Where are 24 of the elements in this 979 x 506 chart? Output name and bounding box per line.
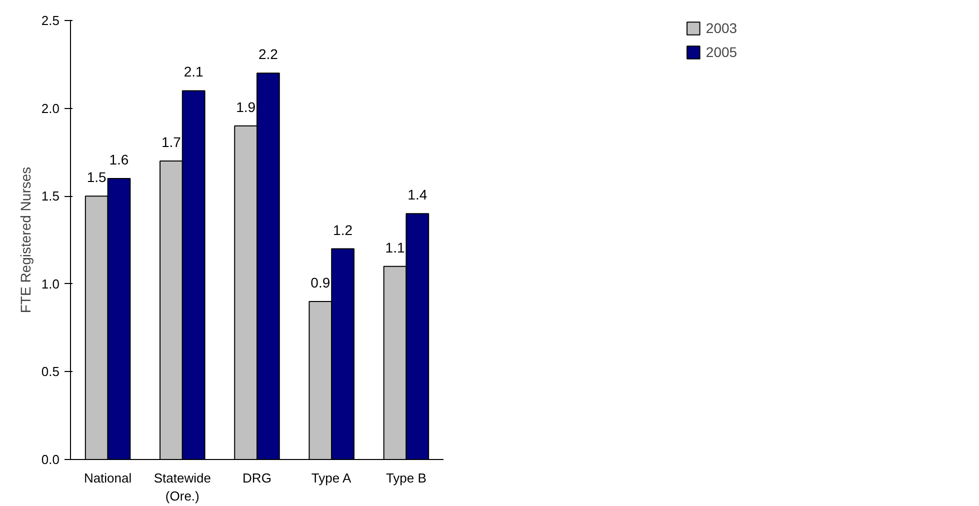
y-tick-label: 1.5	[41, 188, 60, 204]
data-label: 1.5	[86, 169, 107, 186]
text: 0.0	[41, 452, 60, 467]
legend-label: 2003	[706, 20, 738, 36]
data-label: 1.9	[236, 98, 256, 115]
legend-label: 2005	[706, 44, 738, 60]
data-label: 2.2	[258, 46, 278, 62]
data-label: 2.1	[184, 64, 204, 80]
data-label: 1.1	[385, 239, 405, 256]
data-label: 1.4	[408, 186, 428, 203]
x-tick-label: DRG	[242, 470, 272, 486]
y-tick-label: 0.5	[41, 364, 60, 380]
x-tick-label: Statewide (Ore.)	[154, 470, 211, 504]
x-tick-label: Type A	[311, 470, 352, 486]
x-tick-label: National	[84, 470, 132, 486]
y-axis-title: FTE Registered Nurses	[17, 166, 34, 314]
data-label: 1.6	[109, 152, 129, 168]
data-label: 1.7	[161, 134, 182, 150]
y-tick-label: 2.5	[41, 13, 60, 28]
data-label: 0.9	[310, 274, 330, 290]
x-tick-label: Type B	[386, 470, 426, 486]
data-label: 1.2	[333, 222, 353, 238]
text: 2.0	[41, 100, 60, 116]
text: 1.0	[41, 276, 60, 292]
